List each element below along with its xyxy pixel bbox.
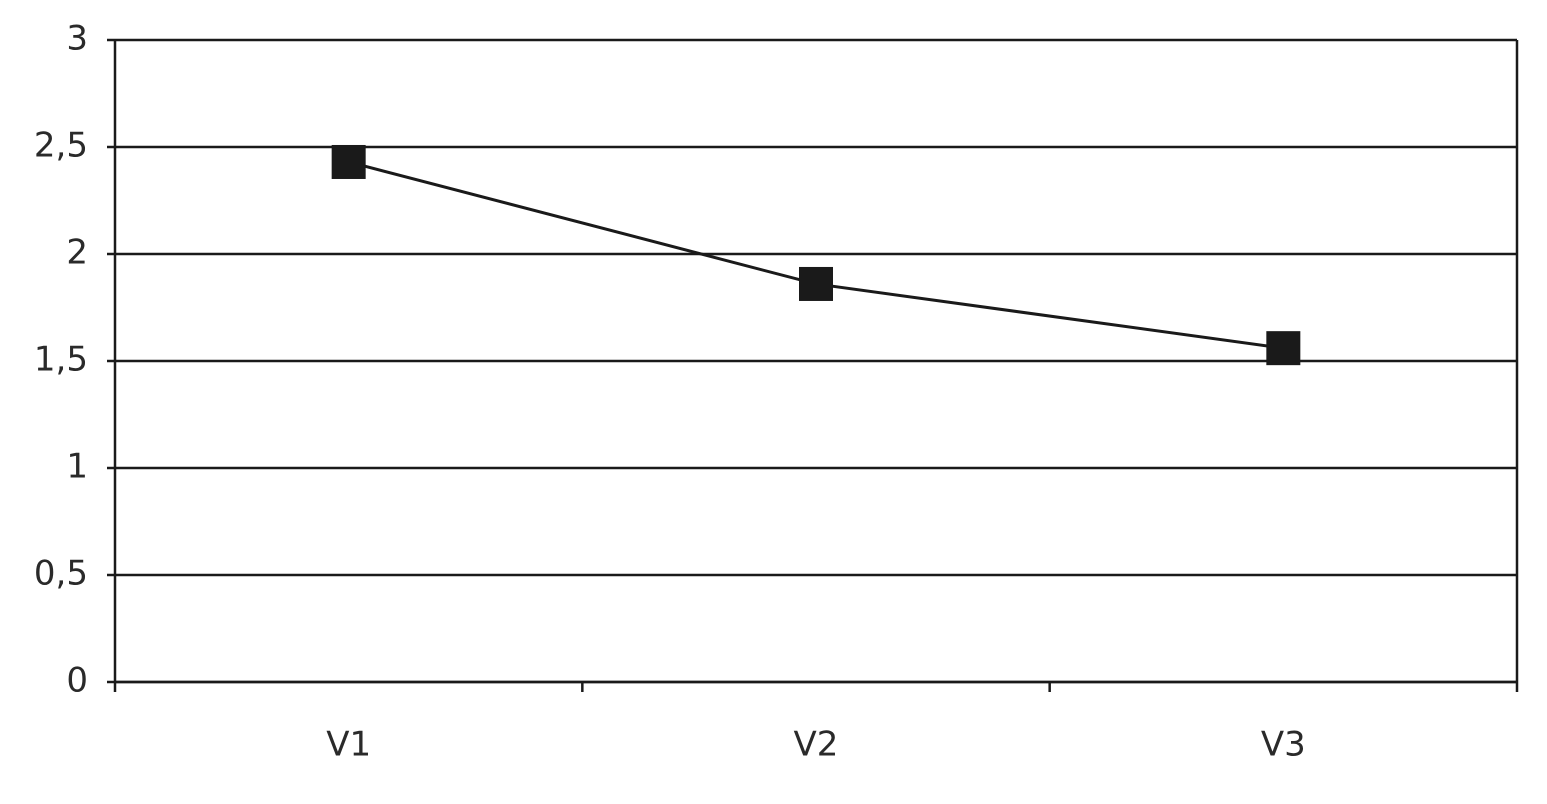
y-tick-label: 0,5 xyxy=(34,554,88,594)
x-tick-label: V3 xyxy=(1261,725,1306,765)
marker xyxy=(331,144,366,179)
x-tick-label: V1 xyxy=(326,725,371,765)
marker xyxy=(1266,331,1301,366)
y-tick-label: 0 xyxy=(66,661,88,701)
marker xyxy=(799,266,833,301)
y-tick-label: 2 xyxy=(66,233,88,273)
x-tick-label: V2 xyxy=(794,725,839,765)
y-tick-label: 3 xyxy=(66,19,88,59)
y-tick-label: 2,5 xyxy=(34,126,88,166)
y-tick-label: 1 xyxy=(66,447,88,487)
y-tick-label: 1,5 xyxy=(34,340,88,380)
